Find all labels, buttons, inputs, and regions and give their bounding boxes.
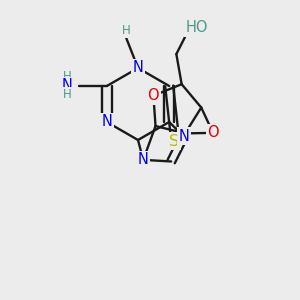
Text: N: N bbox=[178, 129, 189, 144]
Text: N: N bbox=[133, 61, 143, 76]
Text: H: H bbox=[122, 24, 130, 37]
Text: H: H bbox=[63, 88, 72, 101]
Text: O: O bbox=[207, 125, 219, 140]
Text: H: H bbox=[63, 70, 72, 83]
Text: HO: HO bbox=[186, 20, 208, 35]
Text: N: N bbox=[138, 152, 149, 167]
Text: N: N bbox=[62, 79, 73, 94]
Text: N: N bbox=[101, 115, 112, 130]
Text: S: S bbox=[169, 134, 179, 148]
Text: O: O bbox=[148, 88, 159, 103]
